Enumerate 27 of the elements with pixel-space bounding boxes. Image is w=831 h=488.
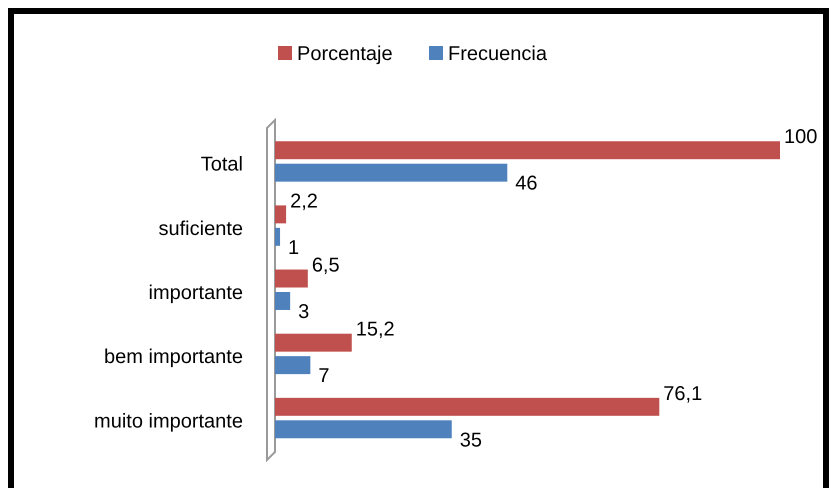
- legend-label: Porcentaje: [297, 43, 393, 65]
- data-label: 7: [318, 365, 330, 388]
- data-label: 1: [288, 236, 300, 259]
- data-label: 2,2: [290, 190, 318, 212]
- data-label: 3: [298, 300, 310, 323]
- data-label: 76,1: [663, 382, 702, 405]
- data-label: 100: [784, 126, 818, 148]
- bar: [275, 398, 660, 416]
- data-label: 46: [515, 172, 538, 195]
- bar: [275, 356, 310, 374]
- data-label: 6,5: [312, 254, 340, 277]
- y-tick-label: Total: [200, 154, 243, 176]
- bar: [275, 270, 308, 288]
- bar: [275, 334, 352, 352]
- bar: [275, 141, 780, 160]
- legend-label: Frecuencia: [448, 43, 548, 65]
- bar: [275, 292, 290, 310]
- data-label: 15,2: [356, 318, 395, 341]
- y-tick-label: suficiente: [158, 218, 243, 240]
- data-label: 35: [460, 429, 482, 452]
- bar: [275, 164, 508, 182]
- y-tick-label: bem importante: [104, 346, 243, 368]
- bar: [275, 228, 280, 246]
- y-tick-label: muito importante: [94, 410, 243, 432]
- bar: [275, 420, 452, 438]
- y-tick-label: importante: [148, 282, 243, 304]
- bar: [275, 205, 286, 224]
